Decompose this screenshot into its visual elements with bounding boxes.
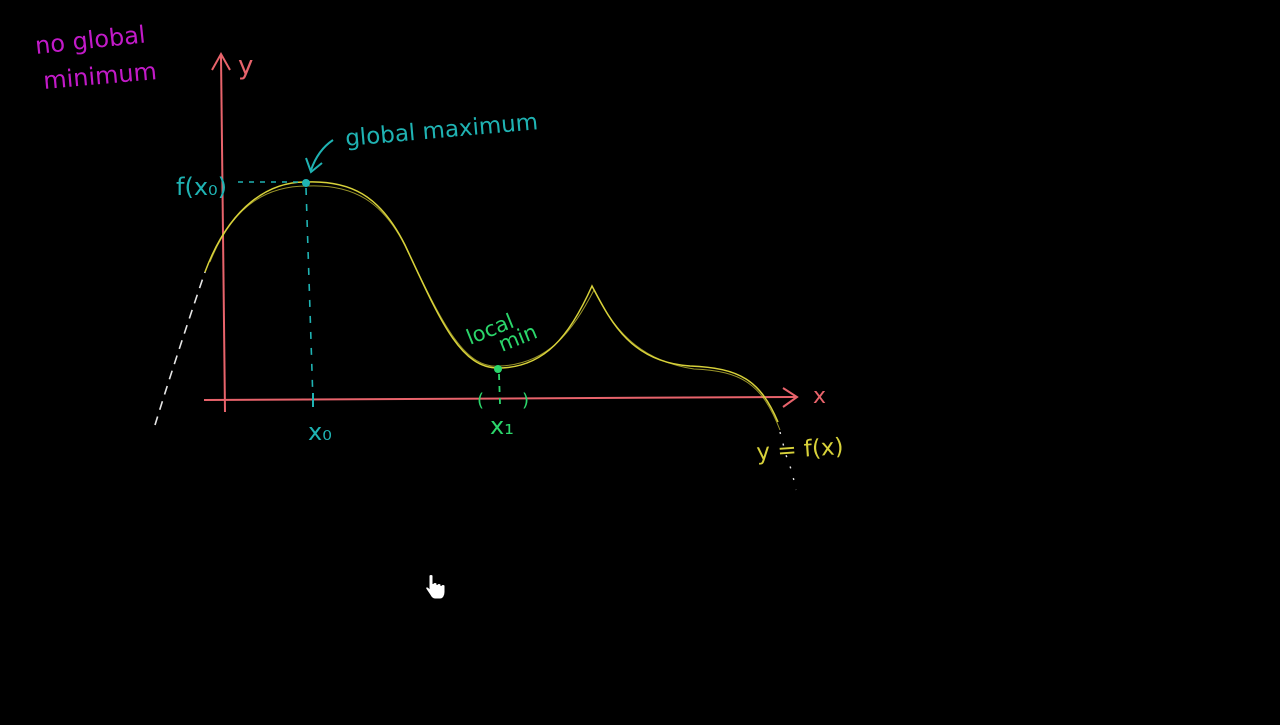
y-axis-label: y bbox=[238, 51, 253, 81]
curve-left-continuation-dashed bbox=[154, 271, 206, 426]
function-label: y = f(x) bbox=[756, 434, 845, 466]
global-maximum-dropline bbox=[305, 187, 314, 403]
global-maximum-label: global maximum bbox=[344, 109, 539, 152]
x1-interval-right-paren: ) bbox=[522, 390, 529, 411]
x1-interval-left-paren: ( bbox=[477, 390, 484, 411]
function-curve-path-retrace bbox=[209, 185, 781, 431]
x0-label: x₀ bbox=[308, 418, 332, 446]
no-global-minimum-line2: minimum bbox=[42, 57, 158, 95]
x1-label: x₁ bbox=[490, 412, 514, 440]
local-minimum-annotation: local min ( ) x₁ bbox=[463, 309, 541, 440]
global-maximum-annotation: global maximum f(x₀) x₀ bbox=[176, 109, 539, 446]
hand-pointer-icon bbox=[425, 574, 446, 600]
function-curve-path bbox=[204, 181, 779, 423]
f-x0-label: f(x₀) bbox=[176, 173, 227, 201]
no-global-minimum-line1: no global bbox=[34, 21, 147, 60]
y-axis: y bbox=[211, 51, 253, 413]
x-axis-arrowhead-icon bbox=[782, 387, 799, 408]
global-maximum-arrow-icon bbox=[310, 139, 334, 171]
local-minimum-dropline bbox=[498, 373, 501, 405]
x-axis-label: x bbox=[813, 384, 826, 409]
local-minimum-point bbox=[494, 365, 502, 373]
global-maximum-point bbox=[302, 179, 310, 187]
x-axis: x bbox=[203, 384, 826, 409]
y-axis-arrowhead-icon bbox=[211, 51, 231, 71]
global-maximum-arrowhead-icon bbox=[305, 157, 323, 174]
